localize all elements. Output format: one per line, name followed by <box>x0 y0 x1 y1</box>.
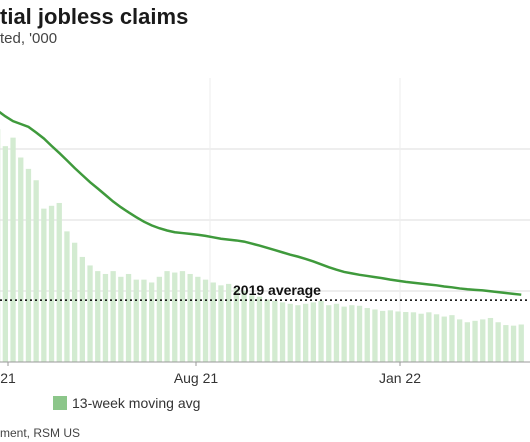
bar-45 <box>341 306 347 362</box>
bar-38 <box>287 303 293 362</box>
reference-line-label: 2019 average <box>233 282 321 298</box>
bar-52 <box>395 311 401 362</box>
bar-4 <box>25 168 32 362</box>
moving-average-line <box>0 110 522 296</box>
bar-8 <box>56 202 62 362</box>
bar-35 <box>264 299 270 362</box>
source-note: ment, RSM US <box>0 426 81 440</box>
bar-64 <box>487 317 494 362</box>
legend-label-moving-avg: 13-week moving avg <box>72 395 200 411</box>
bar-22 <box>164 271 170 362</box>
bar-30 <box>226 283 232 362</box>
bar-20 <box>149 282 155 362</box>
x-tick-label-2: Jan 22 <box>379 370 421 386</box>
bar-5 <box>33 180 39 362</box>
bar-48 <box>364 308 370 362</box>
bar-56 <box>426 312 432 362</box>
bar-54 <box>410 312 417 362</box>
bar-44 <box>333 303 340 362</box>
bar-68 <box>518 324 524 362</box>
bar-28 <box>210 282 216 362</box>
x-tick-label-0: 21 <box>0 370 16 386</box>
bar-42 <box>318 300 324 362</box>
bar-43 <box>326 305 332 362</box>
bar-19 <box>141 279 147 362</box>
bar-14 <box>102 273 109 362</box>
bar-7 <box>48 205 55 362</box>
bar-49 <box>372 309 378 362</box>
bar-53 <box>403 312 409 362</box>
bar-29 <box>218 285 224 362</box>
bar-46 <box>349 305 355 362</box>
bar-55 <box>418 313 424 362</box>
bar-6 <box>41 208 47 362</box>
bar-17 <box>125 273 132 362</box>
bar-12 <box>87 265 93 362</box>
bar-61 <box>464 322 470 362</box>
bar-18 <box>133 279 139 362</box>
bar-26 <box>195 276 201 362</box>
bar-63 <box>480 319 486 362</box>
bar-1 <box>2 146 9 362</box>
bar-50 <box>380 310 386 362</box>
bar-36 <box>272 300 278 362</box>
bar-13 <box>95 271 101 362</box>
legend-swatch-moving-avg <box>53 396 67 410</box>
bar-15 <box>110 271 116 362</box>
bar-24 <box>179 271 186 362</box>
bar-3 <box>18 157 24 362</box>
bar-60 <box>457 319 463 362</box>
bar-2 <box>10 137 16 362</box>
bar-40 <box>303 303 309 362</box>
bar-25 <box>187 273 193 362</box>
bar-10 <box>72 242 78 362</box>
bar-57 <box>433 314 440 362</box>
bar-16 <box>118 276 124 362</box>
bar-31 <box>233 288 239 362</box>
bar-32 <box>241 291 247 362</box>
bar-58 <box>441 316 447 362</box>
bar-21 <box>156 276 162 362</box>
bar-9 <box>64 231 70 362</box>
x-tick-label-1: Aug 21 <box>174 370 219 386</box>
bar-65 <box>495 322 501 362</box>
bar-51 <box>387 310 393 362</box>
bar-62 <box>472 320 478 362</box>
chart-subtitle: ted, '000 <box>0 30 58 47</box>
bar-34 <box>256 296 263 362</box>
bar-11 <box>79 256 85 362</box>
bar-66 <box>503 325 509 362</box>
bar-23 <box>172 272 178 362</box>
bar-39 <box>295 305 301 362</box>
bar-37 <box>279 302 286 362</box>
bar-27 <box>202 279 209 362</box>
bar-47 <box>356 305 363 362</box>
bar-33 <box>249 295 255 362</box>
bar-67 <box>510 325 517 362</box>
bar-59 <box>449 315 455 362</box>
bar-41 <box>310 302 316 362</box>
chart-title: tial jobless claims <box>0 4 189 29</box>
